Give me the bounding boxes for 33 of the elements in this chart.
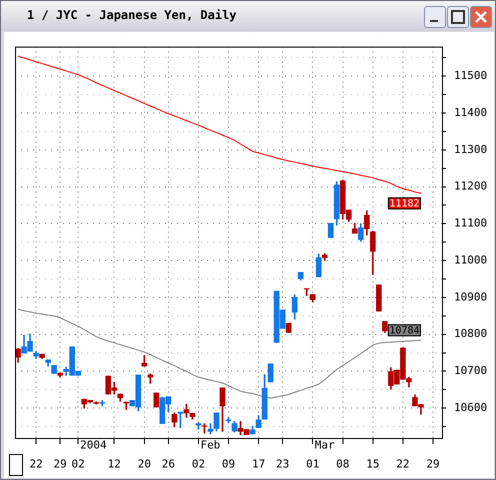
- text: Feb: [200, 438, 220, 452]
- x-tick-label: 15: [366, 457, 380, 470]
- y-tick-label: 11300: [454, 142, 488, 156]
- x-tick-label: 02: [192, 457, 206, 470]
- y-tick-label: 10600: [454, 400, 488, 414]
- x-tick-label: 08: [336, 457, 350, 470]
- x-tick-label: 29: [426, 457, 440, 470]
- candlestick: [208, 423, 214, 434]
- data-label: 11182: [389, 198, 420, 210]
- x-tick-label: 23: [276, 457, 290, 470]
- text: 2004: [80, 438, 108, 452]
- x-tick-label: 02: [72, 457, 85, 470]
- x-tick-label: 17: [252, 457, 266, 470]
- y-tick-label: 10700: [454, 364, 488, 378]
- x-tick-label: 22: [396, 457, 410, 470]
- y-tick-label: 11400: [454, 106, 488, 119]
- x-tick-label: 20: [138, 457, 151, 470]
- y-tick-label: 10800: [454, 327, 488, 340]
- x-tick-label: 29: [54, 457, 67, 470]
- y-tick-label: 11000: [454, 253, 488, 266]
- x-tick-label: 26: [162, 457, 175, 470]
- y-tick-label: 11100: [454, 216, 488, 230]
- text: Mar: [314, 438, 335, 452]
- chart-title: 1 / JYC - Japanese Yen, Daily: [27, 8, 237, 22]
- x-tick-label: 22: [29, 457, 43, 470]
- x-tick-label: 09: [222, 457, 236, 470]
- y-tick-label: 11200: [454, 180, 488, 193]
- x-tick-label: 01: [306, 457, 320, 470]
- x-tick-label: 12: [108, 457, 121, 470]
- y-tick-label: 11500: [454, 68, 488, 82]
- candlestick: [202, 423, 208, 434]
- data-label: 10784: [389, 325, 420, 336]
- y-tick-label: 10900: [454, 290, 488, 304]
